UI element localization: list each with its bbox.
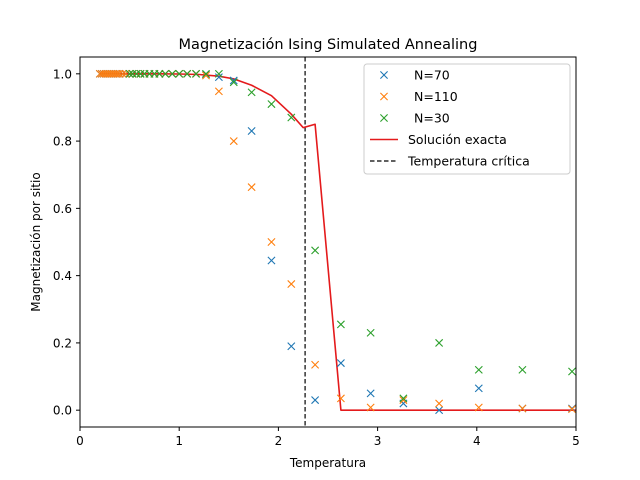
y-axis-label: Magnetización por sitio bbox=[29, 172, 43, 311]
x-tick-label: 2 bbox=[275, 434, 283, 448]
y-tick-label: 0.4 bbox=[53, 269, 72, 283]
plot-marks bbox=[95, 57, 576, 427]
data-point bbox=[474, 403, 483, 412]
series-n-30 bbox=[125, 69, 576, 403]
y-axis-ticks: 0.0 0.2 0.4 0.6 0.8 1.0 bbox=[53, 67, 80, 418]
data-point bbox=[311, 246, 320, 255]
data-point bbox=[229, 76, 238, 85]
y-tick-label: 0.0 bbox=[53, 404, 72, 418]
data-point bbox=[399, 396, 408, 405]
data-point bbox=[435, 406, 444, 415]
data-point bbox=[568, 405, 576, 414]
x-axis-label: Temperatura bbox=[289, 456, 366, 470]
x-tick-label: 4 bbox=[473, 434, 481, 448]
data-point bbox=[168, 69, 177, 78]
data-point bbox=[267, 238, 276, 246]
data-point bbox=[267, 100, 276, 109]
legend: N=70 N=110 N=30 Solución exacta Temperatura … bbox=[363, 63, 571, 175]
data-point bbox=[201, 71, 210, 80]
data-point bbox=[103, 69, 112, 78]
data-point bbox=[287, 280, 296, 289]
x-axis-ticks: 0 1 2 3 4 5 bbox=[76, 427, 580, 448]
data-point bbox=[115, 69, 124, 78]
chart-title: Magnetización Ising Simulated Annealing bbox=[179, 37, 478, 53]
axes-frame bbox=[79, 56, 577, 428]
data-point bbox=[399, 394, 408, 403]
data-point bbox=[336, 359, 345, 368]
data-point bbox=[474, 365, 483, 374]
data-point bbox=[287, 113, 296, 122]
y-tick-label: 1.0 bbox=[53, 67, 72, 81]
data-point bbox=[311, 396, 320, 405]
data-point bbox=[111, 69, 120, 78]
data-point bbox=[155, 69, 164, 78]
data-point bbox=[267, 256, 276, 265]
data-point bbox=[214, 69, 223, 78]
data-point bbox=[311, 360, 320, 369]
legend-item-soluci-n-exacta: Solución exacta bbox=[370, 132, 507, 147]
data-point bbox=[161, 69, 170, 78]
plot-area bbox=[79, 56, 577, 428]
legend-item-n-110: N=110 bbox=[380, 89, 458, 104]
data-point bbox=[136, 69, 145, 78]
legend-item-n-30: N=30 bbox=[380, 111, 450, 126]
data-point bbox=[95, 69, 104, 78]
y-tick-label: 0.6 bbox=[53, 202, 72, 216]
data-point bbox=[132, 69, 141, 78]
x-tick-label: 1 bbox=[175, 434, 183, 448]
data-point bbox=[518, 365, 527, 374]
data-point bbox=[247, 88, 256, 97]
data-point bbox=[192, 69, 201, 78]
data-point bbox=[247, 127, 256, 135]
data-point bbox=[247, 183, 256, 192]
y-tick-label: 0.2 bbox=[53, 336, 72, 350]
x-tick-label: 3 bbox=[374, 434, 382, 448]
data-point bbox=[366, 328, 375, 337]
legend-label: Solución exacta bbox=[408, 132, 507, 147]
data-point bbox=[287, 342, 296, 351]
data-point bbox=[435, 338, 444, 347]
x-tick-label: 5 bbox=[572, 434, 580, 448]
data-point bbox=[97, 69, 106, 78]
data-point bbox=[125, 69, 134, 78]
data-point bbox=[121, 69, 130, 78]
data-point bbox=[128, 69, 137, 78]
data-point bbox=[568, 367, 576, 376]
legend-box bbox=[363, 63, 571, 175]
y-tick-label: 0.8 bbox=[53, 135, 72, 149]
data-point bbox=[435, 399, 444, 408]
data-point bbox=[214, 73, 223, 82]
legend-label: N=30 bbox=[414, 111, 450, 126]
data-point bbox=[201, 69, 210, 78]
data-point bbox=[105, 69, 114, 78]
data-point bbox=[366, 389, 375, 398]
data-point bbox=[474, 384, 483, 393]
data-point bbox=[118, 69, 127, 78]
data-point bbox=[229, 137, 238, 146]
legend-label: N=110 bbox=[414, 89, 458, 104]
data-point bbox=[336, 320, 345, 329]
x-tick-label: 0 bbox=[76, 434, 84, 448]
data-point bbox=[229, 78, 238, 87]
data-point bbox=[107, 69, 116, 78]
legend-item-n-70: N=70 bbox=[380, 68, 450, 83]
data-point bbox=[175, 69, 184, 78]
legend-label: N=70 bbox=[414, 68, 450, 83]
legend-item-temperatura-cr-tica: Temperatura crítica bbox=[370, 154, 530, 169]
data-point bbox=[183, 69, 192, 78]
legend-label: Temperatura crítica bbox=[407, 154, 530, 169]
data-point bbox=[518, 404, 527, 413]
data-point bbox=[214, 87, 223, 96]
data-point bbox=[336, 394, 345, 403]
data-point bbox=[366, 403, 375, 412]
data-point bbox=[109, 69, 118, 78]
data-point bbox=[101, 69, 110, 78]
data-point bbox=[99, 69, 108, 78]
